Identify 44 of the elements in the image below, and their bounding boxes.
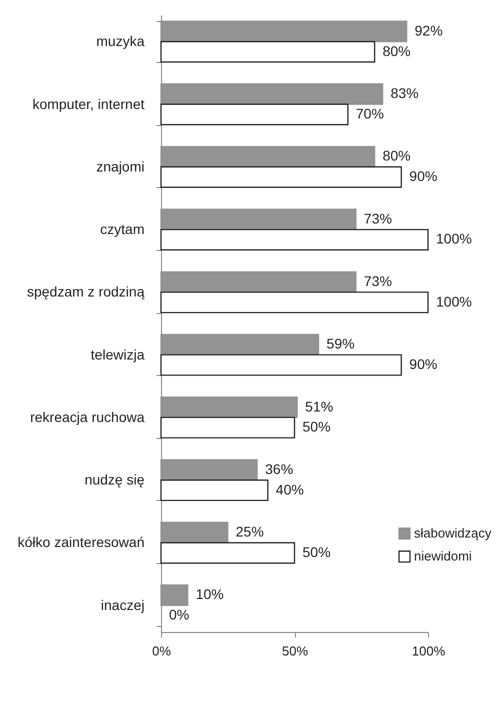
data-label: 100% <box>436 230 472 247</box>
data-label: 90% <box>409 168 438 184</box>
data-label: 92% <box>414 22 443 38</box>
bar <box>160 416 296 438</box>
y-tick-label: muzyka <box>96 33 145 50</box>
bar <box>160 104 348 126</box>
data-label: 80% <box>382 148 411 164</box>
bar <box>160 480 268 502</box>
data-label: 100% <box>436 293 472 310</box>
data-label: 73% <box>364 210 392 226</box>
y-tick-label: spędzam z rodziną <box>26 284 145 300</box>
y-tick-label: rekreacja ruchowa <box>30 408 145 425</box>
data-label: 80% <box>382 42 411 59</box>
y-tick-label: telewizja <box>90 346 145 362</box>
y-tick-label: kółko zainteresowań <box>18 534 144 550</box>
y-tick-label: komputer, internet <box>32 96 145 112</box>
data-label: 90% <box>409 356 438 372</box>
data-label: 50% <box>302 418 331 435</box>
bar <box>160 292 429 314</box>
data-label: 0% <box>169 606 190 623</box>
y-tick-label: czytam <box>100 221 144 238</box>
data-label: 10% <box>196 586 224 602</box>
y-tick-label: inaczej <box>100 596 144 613</box>
x-tick-label: 50% <box>282 644 308 658</box>
bar <box>160 228 429 250</box>
bar <box>160 354 402 376</box>
data-label: 50% <box>302 544 331 560</box>
x-tick-label: 100% <box>412 644 446 658</box>
data-label: 40% <box>276 481 304 498</box>
data-label: 83% <box>390 85 419 102</box>
data-label: 73% <box>364 273 392 289</box>
bar <box>160 41 376 63</box>
data-label: 59% <box>326 336 355 352</box>
data-label: 51% <box>305 398 334 414</box>
data-label: 70% <box>356 105 384 122</box>
legend-label: niewidomi <box>414 548 472 564</box>
legend-label: słabowidzący <box>414 526 492 541</box>
bar <box>160 542 296 564</box>
data-label: 36% <box>265 460 294 477</box>
bar <box>160 166 402 188</box>
data-label: 25% <box>236 524 264 540</box>
y-tick-label: nudzę się <box>84 472 145 488</box>
y-tick-label: znajomi <box>96 158 144 174</box>
x-tick-label: 0% <box>152 644 172 658</box>
